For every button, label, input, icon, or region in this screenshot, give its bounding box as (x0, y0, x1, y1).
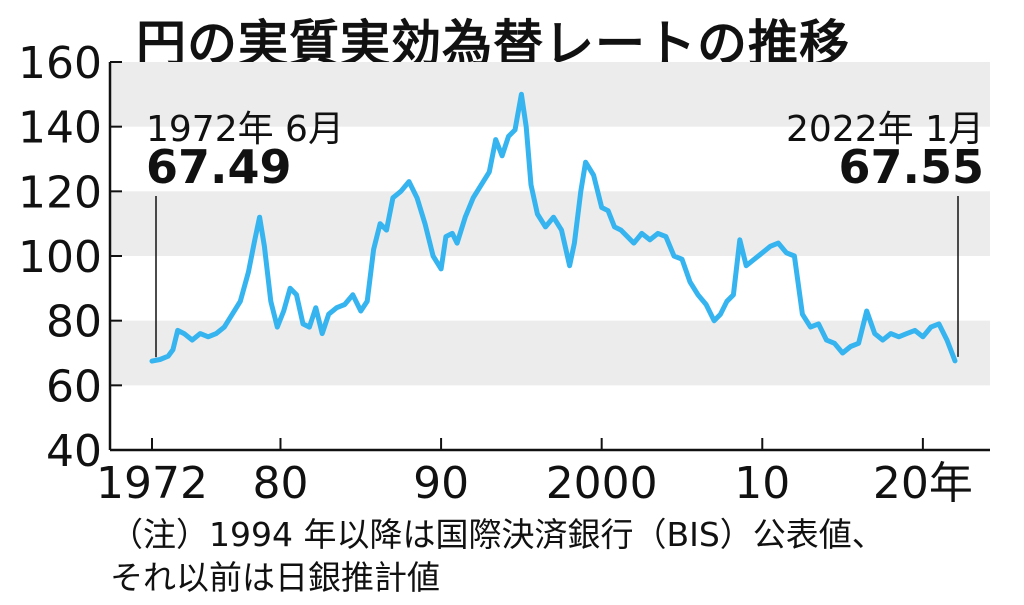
footnote-line-1: （注）1994 年以降は国際決済銀行（BIS）公表値、 (110, 515, 885, 554)
annotation-connectors (155, 196, 959, 358)
line-layer (149, 91, 958, 364)
x-tick-label-80: 80 (252, 458, 308, 509)
x-tick-label-90: 90 (413, 458, 469, 509)
y-tick-labels: 40 60 80 100 120 140 160 (18, 38, 102, 477)
series-line (149, 91, 958, 364)
end-annotation-value: 67.55 (838, 140, 984, 194)
x-tick-label-10: 10 (734, 458, 790, 509)
y-tick-label-100: 100 (18, 232, 102, 283)
x-tick-label-20年: 20年 (873, 458, 973, 509)
y-tick-label-80: 80 (46, 297, 102, 348)
x-tick-label-2000: 2000 (546, 458, 658, 509)
y-tick-label-40: 40 (46, 426, 102, 477)
y-tick-label-60: 60 (46, 361, 102, 412)
grid-band-2 (110, 62, 990, 127)
start-annotation-value: 67.49 (146, 140, 292, 194)
x-tick-label-1972: 1972 (96, 458, 208, 509)
y-tick-label-140: 140 (18, 103, 102, 154)
start-annotation-date: 1972年 6月 (146, 109, 344, 150)
x-tick-labels: 1972 80 90 2000 10 20年 (96, 458, 973, 509)
end-annotation-date: 2022年 1月 (786, 109, 984, 150)
axes (108, 61, 990, 452)
footnote-line-2: それ以前は日銀推計値 (110, 558, 440, 597)
y-tick-label-160: 160 (18, 38, 102, 89)
grid-band-0 (110, 320, 990, 386)
y-tick-label-120: 120 (18, 167, 102, 218)
